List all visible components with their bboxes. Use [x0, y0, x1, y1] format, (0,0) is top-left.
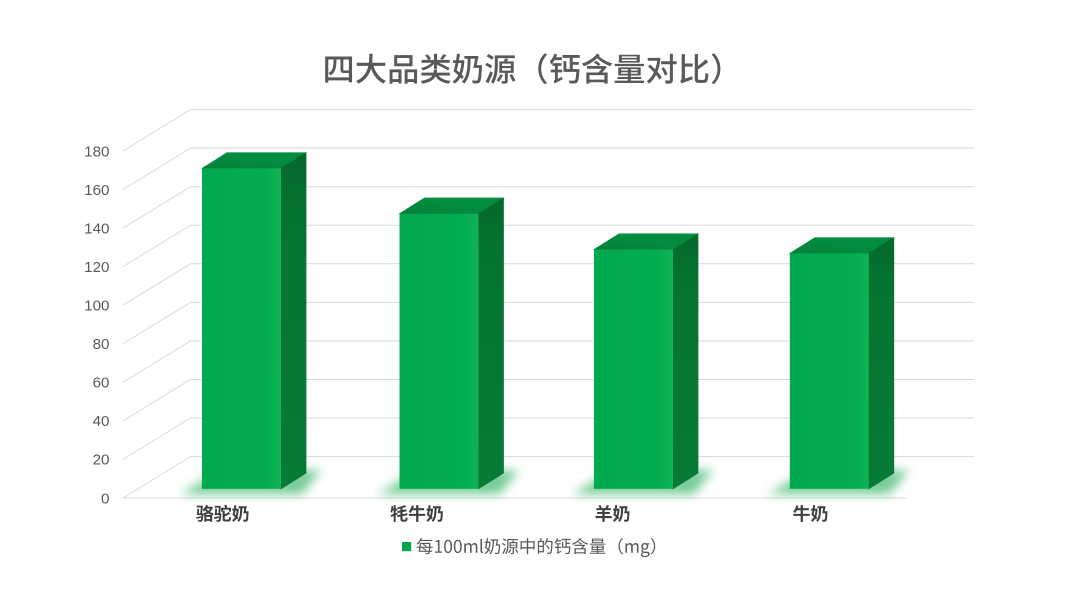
svg-text:60: 60	[93, 375, 110, 392]
svg-text:180: 180	[84, 143, 109, 160]
svg-text:20: 20	[93, 452, 110, 469]
svg-text:140: 140	[84, 220, 109, 237]
svg-text:120: 120	[84, 259, 109, 276]
svg-text:100: 100	[84, 298, 109, 315]
svg-text:40: 40	[93, 413, 110, 430]
svg-text:80: 80	[93, 336, 110, 353]
svg-text:0: 0	[101, 490, 109, 507]
svg-text:160: 160	[84, 182, 109, 199]
